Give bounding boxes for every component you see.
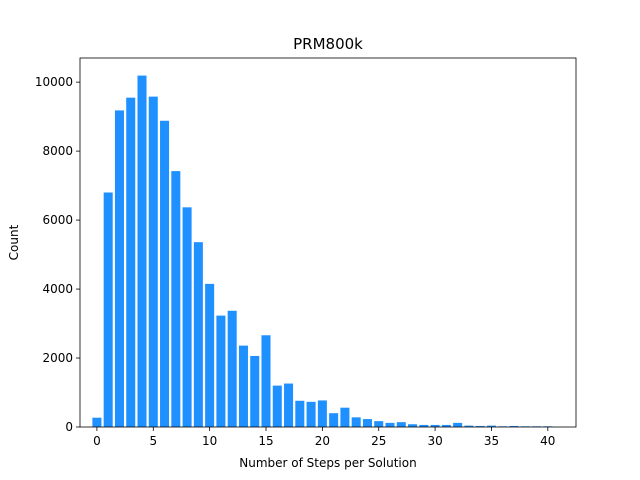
x-axis-label: Number of Steps per Solution	[239, 456, 416, 470]
x-tick-label: 20	[315, 434, 330, 448]
bar-10	[205, 283, 215, 427]
y-axis-label: Count	[7, 224, 21, 260]
x-tick-label: 0	[93, 434, 101, 448]
bar-35	[486, 425, 496, 427]
y-tick-label: 8000	[42, 144, 73, 158]
y-tick-label: 4000	[42, 282, 73, 296]
bar-26	[385, 422, 395, 427]
bar-9	[193, 242, 203, 427]
bar-2	[114, 110, 124, 428]
bar-0	[92, 417, 102, 427]
bar-15	[261, 335, 271, 427]
bar-21	[329, 413, 339, 427]
bar-18	[295, 400, 305, 427]
bar-6	[160, 120, 170, 427]
bar-17	[284, 383, 294, 427]
y-tick-label: 0	[65, 420, 73, 434]
bar-33	[464, 425, 474, 427]
bar-1	[103, 192, 113, 427]
bar-25	[374, 421, 384, 427]
bar-32	[453, 422, 463, 427]
bar-13	[238, 345, 248, 427]
bar-31	[441, 424, 451, 427]
bar-3	[126, 97, 136, 427]
bar-37	[509, 425, 519, 427]
bar-11	[216, 315, 226, 427]
bar-22	[340, 407, 350, 427]
y-tick-label: 2000	[42, 351, 73, 365]
y-tick-label: 6000	[42, 213, 73, 227]
x-tick-label: 40	[540, 434, 555, 448]
chart-title: PRM800k	[293, 35, 363, 53]
y-tick-label: 10000	[35, 75, 73, 89]
x-tick-label: 10	[202, 434, 217, 448]
x-tick-label: 30	[427, 434, 442, 448]
bar-28	[408, 424, 418, 427]
bar-5	[148, 96, 158, 428]
bars-group	[92, 75, 553, 428]
bar-8	[182, 207, 192, 427]
y-ticks: 0 2000 4000 6000 8000 10000	[35, 75, 80, 434]
x-ticks: 0 5 10 15 20 25 30 35 40	[93, 427, 555, 448]
x-tick-label: 25	[371, 434, 386, 448]
bar-24	[362, 419, 372, 427]
bar-34	[475, 425, 485, 427]
bar-23	[351, 417, 361, 427]
bar-27	[396, 422, 406, 427]
bar-14	[250, 355, 260, 427]
bar-4	[137, 75, 147, 427]
bar-29	[419, 424, 429, 427]
bar-19	[306, 401, 316, 427]
bar-12	[227, 310, 237, 427]
bar-7	[171, 171, 181, 427]
bar-20	[317, 400, 327, 427]
x-tick-label: 35	[484, 434, 499, 448]
bar-16	[272, 385, 282, 427]
bar-30	[430, 424, 440, 427]
axes-frame	[79, 57, 577, 428]
x-tick-label: 15	[258, 434, 273, 448]
x-tick-label: 5	[149, 434, 157, 448]
